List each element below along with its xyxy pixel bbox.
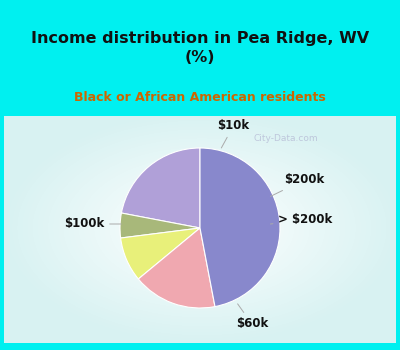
Text: City-Data.com: City-Data.com	[254, 134, 318, 143]
Wedge shape	[120, 213, 200, 238]
Wedge shape	[121, 228, 200, 279]
Text: $100k: $100k	[64, 217, 121, 231]
Text: > $200k: > $200k	[270, 214, 333, 226]
Wedge shape	[122, 148, 200, 228]
Text: $200k: $200k	[270, 174, 324, 196]
Wedge shape	[200, 148, 280, 307]
Text: $60k: $60k	[236, 304, 268, 330]
Text: Black or African American residents: Black or African American residents	[74, 91, 326, 104]
Wedge shape	[138, 228, 215, 308]
Text: $10k: $10k	[218, 119, 250, 148]
Text: Income distribution in Pea Ridge, WV
(%): Income distribution in Pea Ridge, WV (%)	[31, 32, 369, 65]
